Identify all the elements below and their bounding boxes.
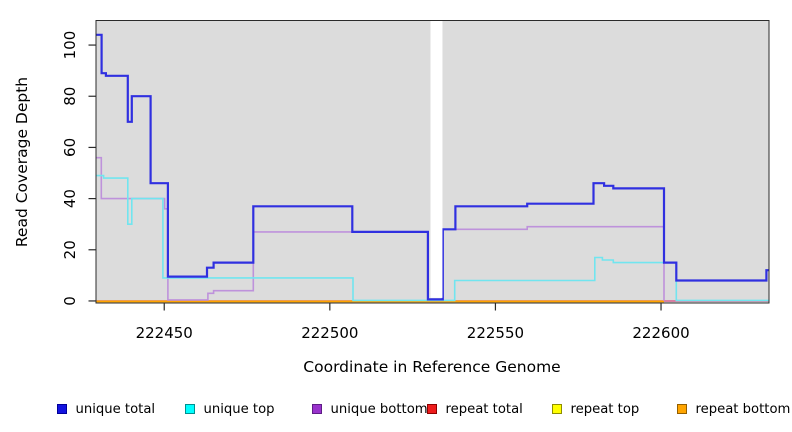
y-tick-label: 80 (61, 87, 79, 106)
y-tick-label: 100 (61, 31, 79, 60)
unique-total-swatch-icon (57, 404, 67, 414)
legend-label: unique total (75, 401, 156, 417)
legend-label: repeat total (445, 401, 523, 417)
legend-item-repeat-total: repeat total (427, 398, 523, 420)
legend-item-repeat-top: repeat top (552, 398, 639, 420)
x-tick-label: 222550 (467, 324, 524, 342)
repeat-total-swatch-icon (427, 404, 437, 414)
unique-top-swatch-icon (185, 404, 195, 414)
series-unique-bottom-line (96, 156, 665, 301)
x-tick-label: 222450 (136, 324, 193, 342)
legend-item-unique-top: unique top (185, 398, 275, 420)
y-axis-label: Read Coverage Depth (13, 76, 31, 248)
legend-item-unique-total: unique total (57, 398, 155, 420)
no-data-gap-band (430, 20, 443, 298)
repeat-top-swatch-icon (552, 404, 562, 414)
y-tick-label: 60 (61, 138, 79, 157)
legend-item-repeat-bottom: repeat bottom (677, 398, 790, 420)
x-axis-label: Coordinate in Reference Genome (303, 358, 561, 376)
legend-item-unique-bottom: unique bottom (312, 398, 428, 420)
unique-bottom-swatch-icon (312, 404, 322, 414)
x-tick-label: 222600 (632, 324, 689, 342)
legend-label: unique top (203, 401, 275, 417)
legend-label: repeat top (570, 401, 640, 417)
y-tick-label: 0 (61, 296, 79, 306)
x-tick-label: 222500 (301, 324, 358, 342)
chart-legend: unique total unique top unique bottom re… (0, 398, 792, 422)
y-tick-label: 40 (61, 189, 79, 208)
y-tick-label: 20 (61, 240, 79, 259)
series-unique-top-line (96, 174, 769, 302)
repeat-bottom-swatch-icon (677, 404, 687, 414)
plot-border (95, 20, 770, 304)
series-unique-total-line (96, 33, 769, 301)
legend-label: repeat bottom (695, 401, 791, 417)
legend-label: unique bottom (330, 401, 428, 417)
